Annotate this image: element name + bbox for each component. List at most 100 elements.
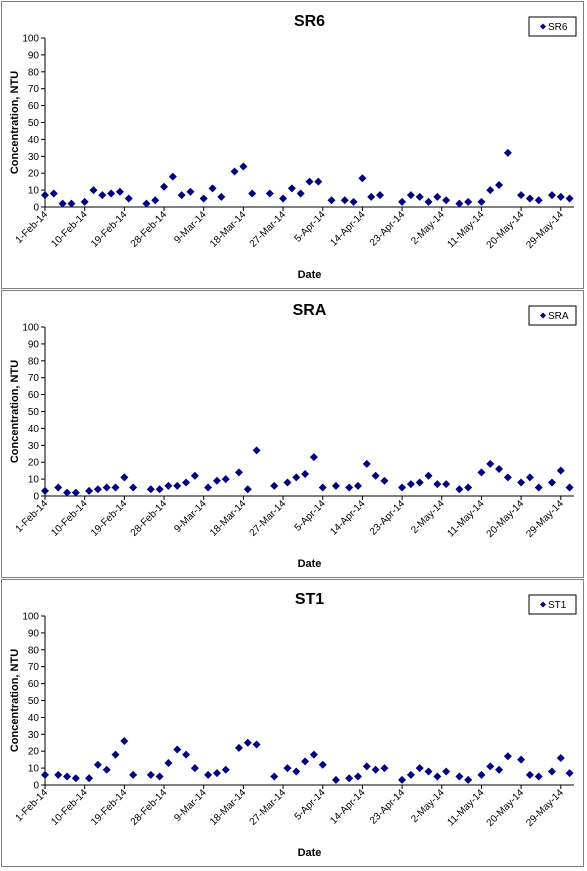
data-point (477, 770, 486, 779)
data-point (415, 764, 424, 773)
data-point (331, 481, 340, 490)
y-tick-label: 0 (33, 781, 39, 792)
y-tick-label: 40 (28, 713, 40, 724)
data-point (547, 767, 556, 776)
chart-sra: SRA 0 10 20 30 40 50 60 70 80 90 100 1-Feb-14 10-Feb-… (9, 302, 577, 570)
data-point (54, 770, 63, 779)
data-point (67, 199, 76, 208)
y-tick-label: 10 (28, 764, 40, 775)
data-point (120, 737, 129, 746)
x-tick-label: 19-Feb-14 (89, 498, 130, 539)
data-point (63, 488, 72, 497)
data-point (371, 471, 380, 480)
data-point (212, 476, 221, 485)
legend-box (528, 16, 577, 37)
data-point (345, 774, 354, 783)
data-point (89, 186, 98, 195)
series-sra (41, 446, 574, 497)
data-point (406, 770, 415, 779)
data-point (433, 772, 442, 781)
data-point (160, 182, 169, 191)
x-tick-label: 11-May-14 (445, 498, 486, 539)
chart-title: SRA (293, 302, 327, 319)
data-point (168, 172, 177, 181)
x-tick-label: 9-Mar-14 (172, 787, 209, 824)
x-tick-label: 11-May-14 (445, 209, 486, 250)
data-point (283, 478, 292, 487)
data-point (424, 767, 433, 776)
data-point (464, 775, 473, 784)
data-point (221, 765, 230, 774)
legend-marker (540, 601, 546, 608)
data-point (177, 191, 186, 200)
y-axis-label: Concentration, NTU (9, 71, 21, 174)
y-tick-label: 90 (28, 50, 40, 61)
legend-box (528, 305, 577, 326)
y-tick-label: 80 (28, 645, 40, 656)
data-point (155, 772, 164, 781)
data-point (270, 481, 279, 490)
legend: SR6 (528, 16, 577, 37)
data-point (525, 770, 534, 779)
data-point (186, 187, 195, 196)
data-point (111, 483, 120, 492)
data-point (503, 473, 512, 482)
x-axis-label: Date (298, 558, 322, 570)
data-point (503, 752, 512, 761)
data-point (54, 483, 63, 492)
data-point (433, 192, 442, 201)
data-point (111, 750, 120, 759)
data-point (455, 199, 464, 208)
data-point (204, 770, 213, 779)
data-point (380, 476, 389, 485)
data-point (190, 764, 199, 773)
data-point (221, 475, 230, 484)
data-point (309, 750, 318, 759)
data-point (517, 755, 526, 764)
data-point (41, 770, 49, 779)
y-tick-label: 100 (22, 612, 39, 623)
data-point (270, 772, 279, 781)
data-point (41, 486, 49, 495)
data-point (243, 738, 252, 747)
data-point (371, 765, 380, 774)
x-tick-label: 23-Apr-14 (368, 498, 408, 538)
legend-label: ST1 (548, 600, 567, 611)
x-tick-label: 5-Apr-14 (293, 787, 329, 823)
data-point (464, 483, 473, 492)
chart-panel-st1: ST1 0 10 20 30 40 50 60 70 80 90 100 1-Feb-14 10-Feb-… (1, 579, 584, 867)
data-point (433, 480, 442, 489)
data-point (41, 191, 49, 200)
data-point (314, 177, 323, 186)
data-point (534, 772, 543, 781)
data-point (217, 192, 226, 201)
series-sr6 (41, 148, 574, 208)
x-tick-label: 19-Feb-14 (89, 209, 130, 250)
data-point (252, 446, 261, 455)
data-point (142, 199, 151, 208)
y-tick-label: 100 (22, 323, 39, 334)
data-point (71, 488, 80, 497)
x-tick-label: 1-Feb-14 (14, 498, 51, 535)
x-tick-label: 11-May-14 (445, 787, 486, 828)
data-point (318, 483, 327, 492)
data-point (85, 486, 94, 495)
data-point (49, 189, 58, 198)
x-tick-label: 10-Feb-14 (49, 498, 90, 539)
data-point (173, 481, 182, 490)
x-tick-label: 27-Mar-14 (248, 787, 289, 828)
x-tick-label: 29-May-14 (524, 209, 566, 251)
x-tick-label: 18-Mar-14 (208, 498, 249, 539)
data-point (547, 191, 556, 200)
legend-marker (540, 23, 546, 30)
data-point (424, 471, 433, 480)
data-point (327, 196, 336, 205)
x-tick-label: 28-Feb-14 (129, 209, 170, 250)
y-tick-label: 80 (28, 67, 40, 78)
data-point (525, 194, 534, 203)
x-tick-label: 19-Feb-14 (89, 787, 130, 828)
y-tick-label: 30 (28, 441, 40, 452)
data-point (525, 473, 534, 482)
data-point (358, 174, 367, 183)
y-tick-label: 60 (28, 390, 40, 401)
